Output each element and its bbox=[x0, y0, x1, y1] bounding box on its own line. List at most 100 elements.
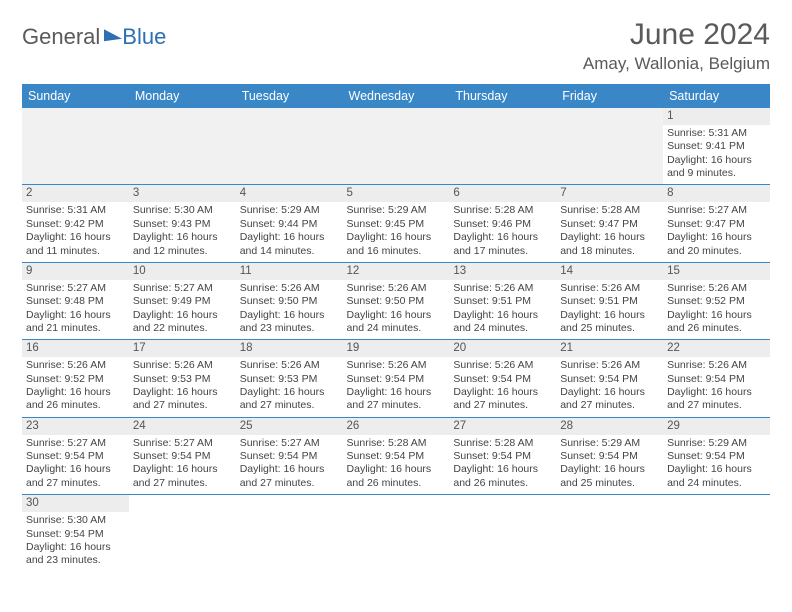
calendar-day: 12Sunrise: 5:26 AMSunset: 9:50 PMDayligh… bbox=[343, 262, 450, 339]
sunset-line: Sunset: 9:51 PM bbox=[453, 295, 552, 308]
sunset-line: Sunset: 9:54 PM bbox=[453, 373, 552, 386]
calendar-day: 1Sunrise: 5:31 AMSunset: 9:41 PMDaylight… bbox=[663, 108, 770, 185]
daylight-line: and 22 minutes. bbox=[133, 322, 232, 335]
daylight-line: and 26 minutes. bbox=[26, 399, 125, 412]
daylight-line: and 16 minutes. bbox=[347, 245, 446, 258]
daylight-line: Daylight: 16 hours bbox=[133, 386, 232, 399]
daylight-line: Daylight: 16 hours bbox=[240, 463, 339, 476]
day-number: 5 bbox=[343, 185, 450, 202]
daylight-line: and 27 minutes. bbox=[133, 477, 232, 490]
sunset-line: Sunset: 9:54 PM bbox=[240, 450, 339, 463]
day-number: 18 bbox=[236, 340, 343, 357]
sunset-line: Sunset: 9:44 PM bbox=[240, 218, 339, 231]
calendar-day: 21Sunrise: 5:26 AMSunset: 9:54 PMDayligh… bbox=[556, 340, 663, 417]
day-number: 4 bbox=[236, 185, 343, 202]
location: Amay, Wallonia, Belgium bbox=[583, 54, 770, 74]
sunrise-line: Sunrise: 5:26 AM bbox=[347, 359, 446, 372]
calendar-day: 8Sunrise: 5:27 AMSunset: 9:47 PMDaylight… bbox=[663, 185, 770, 262]
sunrise-line: Sunrise: 5:29 AM bbox=[347, 204, 446, 217]
title-block: June 2024 Amay, Wallonia, Belgium bbox=[583, 18, 770, 74]
daylight-line: and 27 minutes. bbox=[453, 399, 552, 412]
day-number: 25 bbox=[236, 418, 343, 435]
sunset-line: Sunset: 9:54 PM bbox=[667, 450, 766, 463]
daylight-line: and 24 minutes. bbox=[347, 322, 446, 335]
sunset-line: Sunset: 9:41 PM bbox=[667, 140, 766, 153]
sunset-line: Sunset: 9:47 PM bbox=[667, 218, 766, 231]
day-number: 21 bbox=[556, 340, 663, 357]
daylight-line: and 27 minutes. bbox=[240, 477, 339, 490]
day-number: 26 bbox=[343, 418, 450, 435]
logo-text-blue: Blue bbox=[122, 24, 166, 50]
sunrise-line: Sunrise: 5:27 AM bbox=[133, 282, 232, 295]
calendar-empty bbox=[236, 495, 343, 572]
daylight-line: Daylight: 16 hours bbox=[26, 309, 125, 322]
daylight-line: Daylight: 16 hours bbox=[347, 231, 446, 244]
daylight-line: and 27 minutes. bbox=[667, 399, 766, 412]
daylight-line: and 27 minutes. bbox=[560, 399, 659, 412]
calendar-empty bbox=[449, 495, 556, 572]
calendar-day: 16Sunrise: 5:26 AMSunset: 9:52 PMDayligh… bbox=[22, 340, 129, 417]
calendar-day: 6Sunrise: 5:28 AMSunset: 9:46 PMDaylight… bbox=[449, 185, 556, 262]
calendar-week: 30Sunrise: 5:30 AMSunset: 9:54 PMDayligh… bbox=[22, 495, 770, 572]
day-number: 14 bbox=[556, 263, 663, 280]
calendar-day: 27Sunrise: 5:28 AMSunset: 9:54 PMDayligh… bbox=[449, 417, 556, 494]
daylight-line: and 27 minutes. bbox=[26, 477, 125, 490]
day-number: 20 bbox=[449, 340, 556, 357]
sunrise-line: Sunrise: 5:28 AM bbox=[453, 437, 552, 450]
sunrise-line: Sunrise: 5:26 AM bbox=[453, 359, 552, 372]
calendar-empty bbox=[343, 108, 450, 185]
day-number: 30 bbox=[22, 495, 129, 512]
day-number: 11 bbox=[236, 263, 343, 280]
header: General Blue June 2024 Amay, Wallonia, B… bbox=[22, 18, 770, 74]
sunset-line: Sunset: 9:54 PM bbox=[347, 373, 446, 386]
day-number: 22 bbox=[663, 340, 770, 357]
sunrise-line: Sunrise: 5:26 AM bbox=[453, 282, 552, 295]
daylight-line: Daylight: 16 hours bbox=[667, 231, 766, 244]
sunrise-line: Sunrise: 5:26 AM bbox=[560, 359, 659, 372]
day-number: 23 bbox=[22, 418, 129, 435]
daylight-line: and 27 minutes. bbox=[347, 399, 446, 412]
day-header: Sunday bbox=[22, 84, 129, 108]
day-header: Saturday bbox=[663, 84, 770, 108]
calendar-day: 13Sunrise: 5:26 AMSunset: 9:51 PMDayligh… bbox=[449, 262, 556, 339]
sunrise-line: Sunrise: 5:26 AM bbox=[347, 282, 446, 295]
sunset-line: Sunset: 9:51 PM bbox=[560, 295, 659, 308]
calendar-day: 7Sunrise: 5:28 AMSunset: 9:47 PMDaylight… bbox=[556, 185, 663, 262]
day-number: 19 bbox=[343, 340, 450, 357]
day-number: 1 bbox=[663, 108, 770, 125]
daylight-line: Daylight: 16 hours bbox=[240, 231, 339, 244]
day-number: 7 bbox=[556, 185, 663, 202]
sunset-line: Sunset: 9:52 PM bbox=[667, 295, 766, 308]
daylight-line: and 11 minutes. bbox=[26, 245, 125, 258]
calendar-day: 22Sunrise: 5:26 AMSunset: 9:54 PMDayligh… bbox=[663, 340, 770, 417]
calendar-empty bbox=[556, 108, 663, 185]
calendar-day: 20Sunrise: 5:26 AMSunset: 9:54 PMDayligh… bbox=[449, 340, 556, 417]
sunset-line: Sunset: 9:54 PM bbox=[560, 373, 659, 386]
sunrise-line: Sunrise: 5:31 AM bbox=[667, 127, 766, 140]
daylight-line: Daylight: 16 hours bbox=[133, 231, 232, 244]
daylight-line: Daylight: 16 hours bbox=[347, 463, 446, 476]
day-number: 24 bbox=[129, 418, 236, 435]
calendar-day: 2Sunrise: 5:31 AMSunset: 9:42 PMDaylight… bbox=[22, 185, 129, 262]
calendar-empty bbox=[22, 108, 129, 185]
sunrise-line: Sunrise: 5:27 AM bbox=[133, 437, 232, 450]
sunrise-line: Sunrise: 5:27 AM bbox=[240, 437, 339, 450]
calendar-day: 30Sunrise: 5:30 AMSunset: 9:54 PMDayligh… bbox=[22, 495, 129, 572]
daylight-line: Daylight: 16 hours bbox=[560, 231, 659, 244]
daylight-line: and 27 minutes. bbox=[240, 399, 339, 412]
sunrise-line: Sunrise: 5:29 AM bbox=[667, 437, 766, 450]
daylight-line: Daylight: 16 hours bbox=[26, 463, 125, 476]
daylight-line: and 25 minutes. bbox=[560, 322, 659, 335]
sunset-line: Sunset: 9:52 PM bbox=[26, 373, 125, 386]
day-number: 29 bbox=[663, 418, 770, 435]
sunrise-line: Sunrise: 5:28 AM bbox=[453, 204, 552, 217]
calendar-day: 4Sunrise: 5:29 AMSunset: 9:44 PMDaylight… bbox=[236, 185, 343, 262]
sunrise-line: Sunrise: 5:26 AM bbox=[560, 282, 659, 295]
sunset-line: Sunset: 9:43 PM bbox=[133, 218, 232, 231]
calendar-day: 23Sunrise: 5:27 AMSunset: 9:54 PMDayligh… bbox=[22, 417, 129, 494]
daylight-line: Daylight: 16 hours bbox=[347, 386, 446, 399]
calendar-day: 28Sunrise: 5:29 AMSunset: 9:54 PMDayligh… bbox=[556, 417, 663, 494]
calendar-day: 3Sunrise: 5:30 AMSunset: 9:43 PMDaylight… bbox=[129, 185, 236, 262]
day-header: Friday bbox=[556, 84, 663, 108]
day-header: Monday bbox=[129, 84, 236, 108]
